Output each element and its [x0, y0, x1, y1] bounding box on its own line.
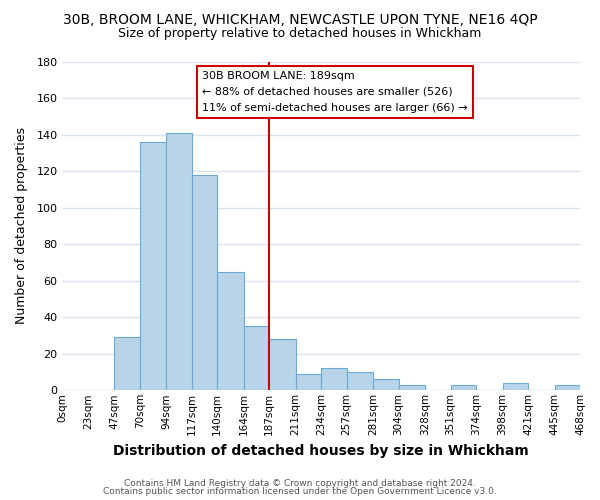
Bar	[373, 380, 398, 390]
Bar	[217, 272, 244, 390]
Bar	[321, 368, 347, 390]
Bar	[192, 174, 217, 390]
Text: 30B BROOM LANE: 189sqm
← 88% of detached houses are smaller (526)
11% of semi-de: 30B BROOM LANE: 189sqm ← 88% of detached…	[202, 72, 468, 112]
Text: Contains HM Land Registry data © Crown copyright and database right 2024.: Contains HM Land Registry data © Crown c…	[124, 478, 476, 488]
Bar	[296, 374, 321, 390]
Text: 30B, BROOM LANE, WHICKHAM, NEWCASTLE UPON TYNE, NE16 4QP: 30B, BROOM LANE, WHICKHAM, NEWCASTLE UPO…	[62, 12, 538, 26]
Bar	[554, 385, 580, 390]
Bar	[503, 383, 528, 390]
X-axis label: Distribution of detached houses by size in Whickham: Distribution of detached houses by size …	[113, 444, 529, 458]
Text: Contains public sector information licensed under the Open Government Licence v3: Contains public sector information licen…	[103, 487, 497, 496]
Text: Size of property relative to detached houses in Whickham: Size of property relative to detached ho…	[118, 28, 482, 40]
Bar	[451, 385, 476, 390]
Bar	[140, 142, 166, 390]
Bar	[166, 132, 192, 390]
Bar	[398, 385, 425, 390]
Bar	[115, 338, 140, 390]
Bar	[244, 326, 269, 390]
Y-axis label: Number of detached properties: Number of detached properties	[15, 128, 28, 324]
Bar	[347, 372, 373, 390]
Bar	[269, 339, 296, 390]
